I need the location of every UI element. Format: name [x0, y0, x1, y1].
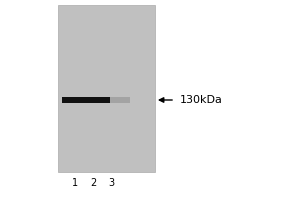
Bar — [58, 5, 155, 172]
Text: 1: 1 — [72, 178, 78, 188]
Text: 130kDa: 130kDa — [180, 95, 223, 105]
Bar — [62, 97, 110, 103]
Text: 3: 3 — [108, 178, 114, 188]
Bar — [110, 97, 130, 103]
Text: 2: 2 — [90, 178, 96, 188]
